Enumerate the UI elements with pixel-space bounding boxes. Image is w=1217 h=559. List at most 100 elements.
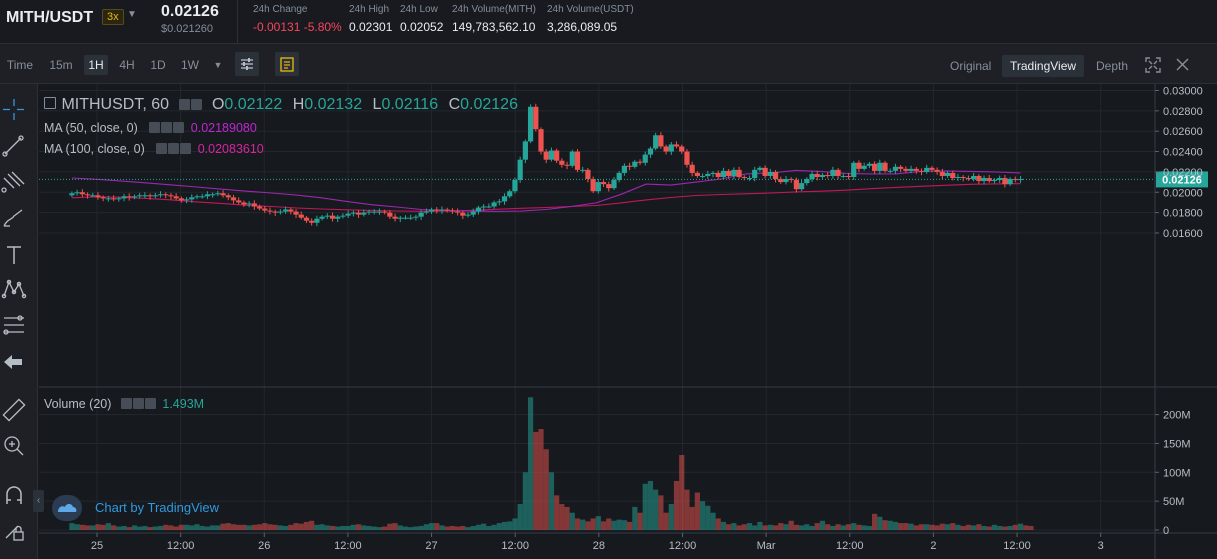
volume-bar: [595, 516, 601, 530]
candle-body: [892, 166, 899, 171]
volume-bar: [825, 524, 831, 530]
volume-bar: [814, 523, 820, 530]
volume-bar: [600, 521, 607, 530]
prediction-icon[interactable]: [0, 312, 28, 340]
chart-notes-button[interactable]: [275, 52, 299, 76]
zoom-in-icon[interactable]: [0, 432, 28, 460]
candle-body: [413, 216, 419, 218]
chevron-down-icon[interactable]: ▼: [127, 9, 137, 20]
volume-bar: [491, 524, 497, 530]
collapse-legend-icon[interactable]: [44, 97, 56, 109]
gear-icon[interactable]: [168, 143, 180, 154]
text-tool-icon[interactable]: [0, 241, 28, 269]
eye-icon[interactable]: [156, 143, 168, 154]
back-arrow-icon[interactable]: [0, 348, 28, 376]
candle-body: [731, 169, 737, 176]
pattern-icon[interactable]: [0, 276, 28, 304]
ruler-icon[interactable]: [0, 396, 28, 424]
eye-icon[interactable]: [149, 122, 161, 133]
candle-body: [799, 183, 805, 190]
volume-bar: [74, 524, 80, 530]
volume-bar: [856, 524, 862, 530]
candle-body: [189, 197, 195, 200]
candle-body: [199, 196, 205, 198]
volume-bar: [1002, 526, 1008, 530]
candle-body: [126, 196, 132, 198]
volume-bar: [314, 524, 320, 530]
volume-bar: [783, 524, 789, 530]
open-value: 0.02122: [224, 96, 283, 113]
header-divider: [237, 0, 238, 44]
time-tick-label: 27: [425, 540, 437, 552]
crosshair-icon[interactable]: [0, 96, 28, 124]
volume-bar: [69, 523, 75, 530]
price-chart[interactable]: 0.02126 0.03000 0.02800 0.02600 0.02400 0.022…: [0, 84, 1217, 559]
close-icon[interactable]: [173, 122, 185, 133]
interval-1h[interactable]: 1H: [84, 55, 108, 75]
time-tick-label: 12:00: [334, 540, 362, 552]
candle-body: [418, 212, 424, 217]
volume-bar: [272, 524, 278, 530]
interval-1d[interactable]: 1D: [150, 58, 166, 72]
eye-icon[interactable]: [179, 99, 191, 110]
chart-area[interactable]: [0, 84, 1217, 559]
candle-body: [100, 197, 106, 199]
time-tick-label: 2: [930, 540, 936, 552]
interval-15m[interactable]: 15m: [49, 58, 73, 72]
volume-bar: [877, 516, 883, 530]
volume-bar: [861, 525, 867, 530]
gear-icon[interactable]: [191, 99, 203, 110]
interval-4h[interactable]: 4H: [119, 58, 135, 72]
indicator-settings-button[interactable]: [235, 52, 259, 76]
volume-bar: [527, 397, 534, 530]
gear-icon[interactable]: [161, 122, 173, 133]
volume-bar: [955, 524, 961, 530]
candle-body: [408, 217, 414, 219]
magnet-icon[interactable]: [0, 482, 28, 510]
candle-body: [142, 195, 148, 197]
candle-body: [543, 151, 549, 160]
candle-body: [866, 163, 872, 166]
volume-bar: [303, 521, 310, 530]
volume-bar: [111, 525, 117, 530]
view-original[interactable]: Original: [950, 59, 992, 73]
volume-bar: [183, 524, 190, 530]
close-icon[interactable]: [180, 143, 192, 154]
pair-selector[interactable]: MITH/USDT: [6, 9, 94, 26]
close-icon[interactable]: [1176, 58, 1189, 74]
eye-icon[interactable]: [120, 398, 132, 409]
time-tick-label: 3: [1098, 540, 1104, 552]
trend-line-icon[interactable]: [0, 132, 28, 160]
volume-bar: [262, 523, 268, 530]
sliders-icon: [241, 58, 253, 70]
volume-bar: [267, 524, 273, 530]
volume-bar: [1023, 525, 1029, 530]
candle-body: [595, 182, 601, 192]
candle-body: [934, 169, 940, 172]
lock-drawings-icon[interactable]: [0, 516, 28, 544]
candle-body: [460, 212, 466, 216]
fullscreen-icon[interactable]: [1145, 57, 1161, 76]
candle-body: [475, 207, 482, 212]
gear-icon[interactable]: [132, 398, 144, 409]
volume-bar: [715, 518, 721, 530]
candle-body: [345, 213, 351, 216]
volume-bar: [1012, 524, 1018, 530]
volume-bar: [455, 526, 461, 530]
volume-bar: [965, 524, 972, 530]
brush-icon[interactable]: [0, 204, 28, 232]
volume-bar: [1017, 523, 1024, 530]
volume-bar: [736, 525, 742, 530]
fib-retracement-icon[interactable]: [0, 168, 28, 196]
close-icon[interactable]: [144, 398, 156, 409]
candle-body: [1007, 179, 1013, 185]
time-tick-label: 12:00: [1003, 540, 1031, 552]
volume-bar: [976, 524, 982, 530]
more-intervals-chevron-icon[interactable]: ▼: [213, 60, 223, 70]
view-depth[interactable]: Depth: [1096, 59, 1129, 73]
current-price-label: 0.02126: [1162, 174, 1202, 186]
view-tradingview[interactable]: TradingView: [1002, 55, 1085, 77]
collapse-toolbar-chevron-icon[interactable]: ‹: [33, 490, 44, 512]
volume-tick-label: 200M: [1163, 410, 1191, 422]
interval-1w[interactable]: 1W: [181, 58, 199, 72]
